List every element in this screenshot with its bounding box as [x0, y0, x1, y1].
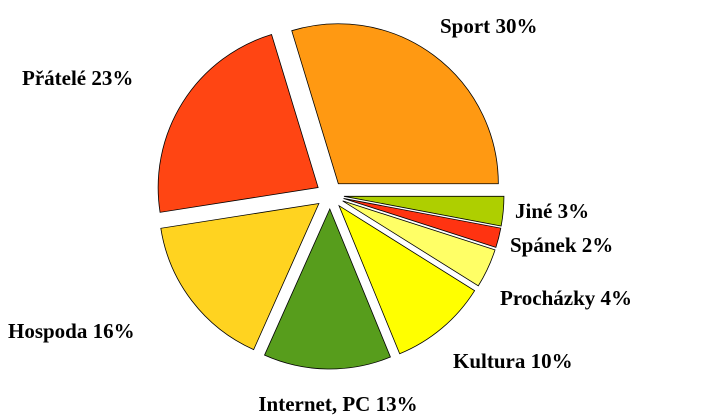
slice-label: Spánek 2% — [510, 233, 613, 257]
pie-slice — [338, 204, 476, 355]
slice-label: Kultura 10% — [453, 349, 573, 373]
slice-label: Procházky 4% — [500, 286, 632, 310]
pie-slice — [343, 198, 502, 248]
slice-value: 23% — [91, 66, 133, 90]
slice-value: 30% — [495, 14, 537, 38]
slice-name: Hospoda — [8, 319, 88, 343]
pie-slice — [342, 200, 496, 287]
slice-name: Internet, PC — [258, 392, 370, 416]
slice-name: Procházky — [500, 286, 596, 310]
slice-label: Sport 30% — [440, 14, 537, 38]
pie-slice — [160, 202, 320, 351]
slice-value: 2% — [582, 233, 614, 257]
slice-name: Jiné — [515, 199, 552, 223]
slice-name: Sport — [440, 14, 490, 38]
pie-slice — [343, 195, 505, 227]
slice-name: Kultura — [453, 349, 526, 373]
slice-value: 13% — [376, 392, 418, 416]
slice-name: Spánek — [510, 233, 577, 257]
pie-slice — [264, 207, 391, 370]
slice-value: 16% — [93, 319, 135, 343]
slice-label: Jiné 3% — [515, 199, 589, 223]
slice-label: Internet, PC 13% — [258, 392, 417, 416]
slice-value: 3% — [558, 199, 590, 223]
slice-value: 4% — [601, 286, 633, 310]
slice-name: Přátelé — [22, 66, 86, 90]
slice-label: Hospoda 16% — [8, 319, 135, 343]
pie-slice — [291, 23, 499, 185]
slice-label: Přátelé 23% — [22, 66, 133, 90]
slice-value: 10% — [531, 349, 573, 373]
pie-slice — [157, 34, 319, 213]
